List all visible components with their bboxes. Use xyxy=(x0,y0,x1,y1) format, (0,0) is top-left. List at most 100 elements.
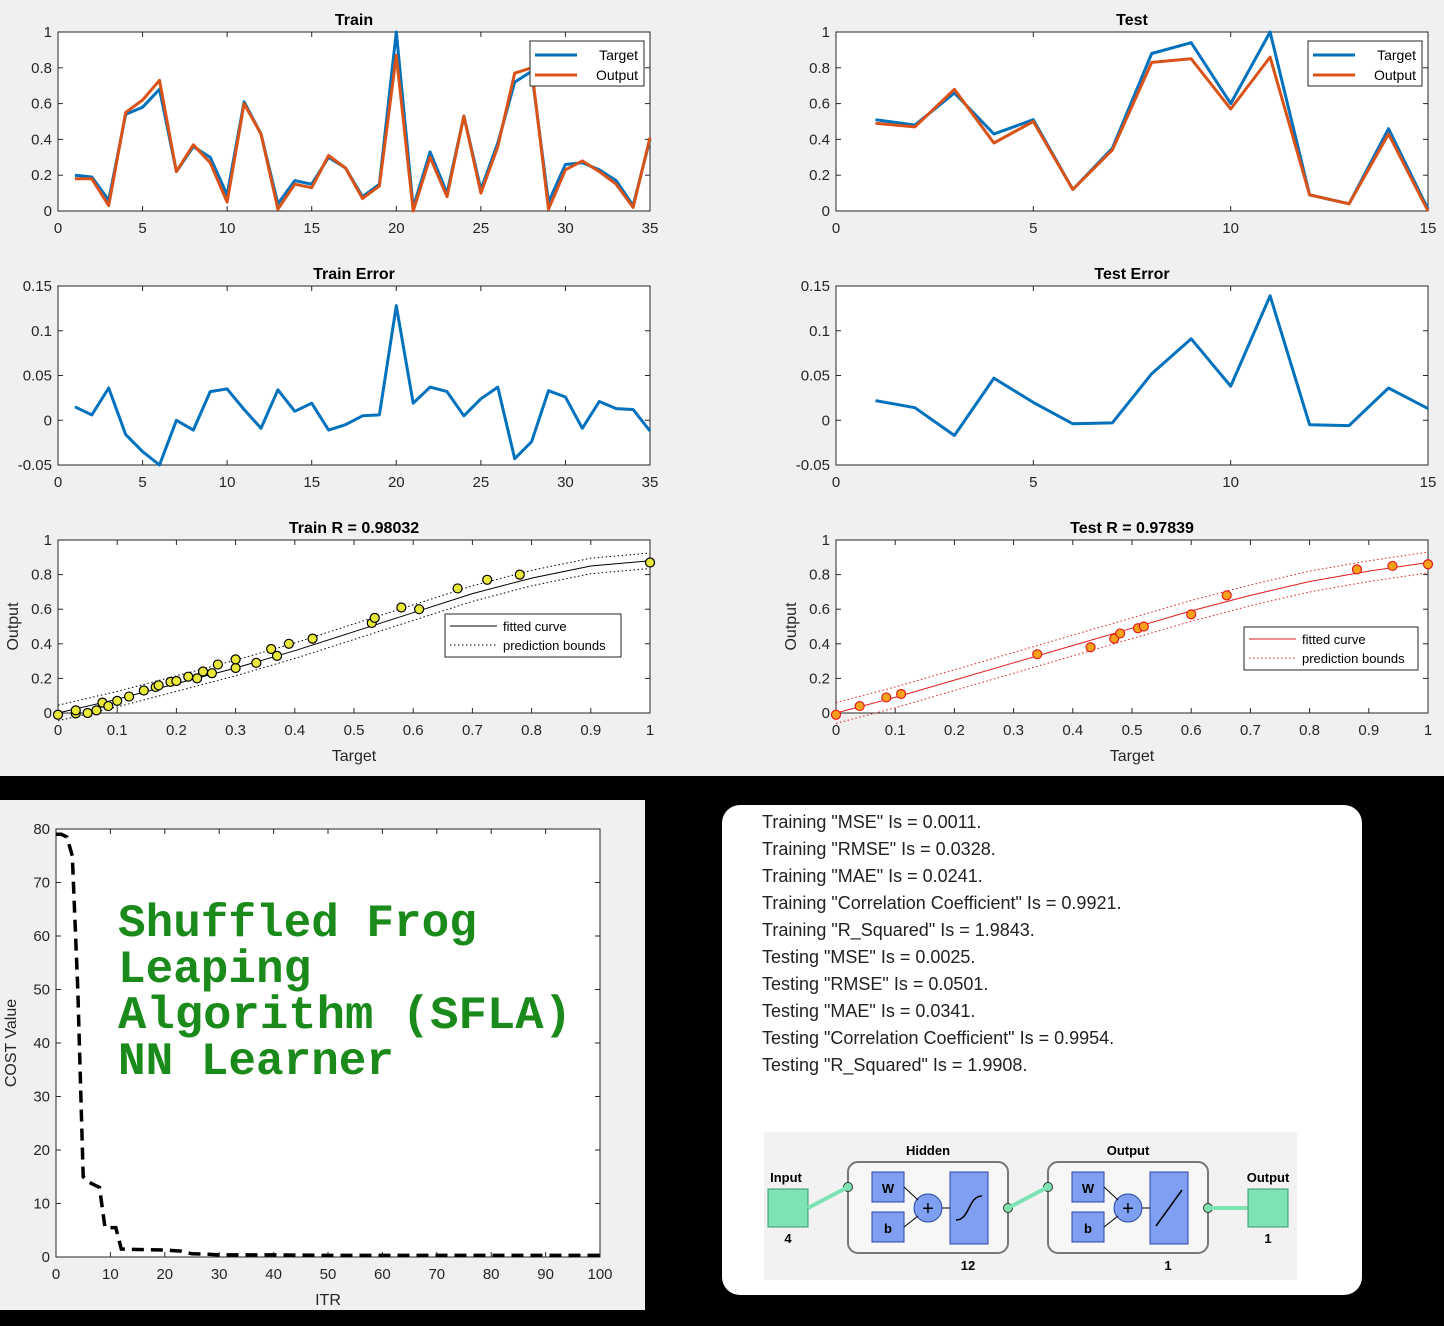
sfla-title-line: Leaping xyxy=(118,944,311,996)
train-r-data-point xyxy=(283,638,294,649)
train-error-ytick-label: 0 xyxy=(44,412,52,429)
test-error-ytick-label: 0.1 xyxy=(809,323,830,340)
train-xtick-label: 30 xyxy=(557,220,574,237)
train-r-data-point xyxy=(452,583,463,594)
train-error-title: Train Error xyxy=(313,266,395,283)
test-r-data-point xyxy=(1221,590,1232,601)
network-output-layer-label: Output xyxy=(1107,1143,1150,1158)
test-ytick-label: 0.4 xyxy=(809,131,830,148)
test-r-chart: 0 0.1 0.2 0.3 0.4 0.5 0.6 0.7 0.8 0.9 1 0 0.2 0.4 0.6 0… xyxy=(783,520,1434,765)
stats-line: Training "RMSE" Is = 0.0328. xyxy=(762,839,996,859)
cost-xlabel: ITR xyxy=(315,1292,341,1309)
train-ytick-label: 0.4 xyxy=(31,131,52,148)
stats-line: Training "MAE" Is = 0.0241. xyxy=(762,866,983,886)
train-error-series xyxy=(74,304,652,467)
train-error-xtick-label: 25 xyxy=(473,474,490,491)
cost-ytick-label: 40 xyxy=(33,1035,50,1052)
train-r-xtick-label: 0.4 xyxy=(284,722,305,739)
test-error-ytick-label: 0.05 xyxy=(801,368,830,385)
train-error-ytick-label: 0.05 xyxy=(23,368,52,385)
train-r-data-point xyxy=(183,671,194,682)
train-ytick-label: 1 xyxy=(44,24,52,41)
test-r-ytick-label: 0 xyxy=(822,705,830,722)
cost-ytick-label: 50 xyxy=(33,982,50,999)
train-r-ytick-label: 0.6 xyxy=(31,601,52,618)
test-r-data-point xyxy=(1186,609,1197,620)
train-r-data-point xyxy=(197,666,209,677)
train-error-xtick-label: 30 xyxy=(557,474,574,491)
test-r-data-point xyxy=(881,692,892,703)
train-error-xtick-label: 0 xyxy=(54,474,62,491)
train-error-ytick-label: 0.15 xyxy=(23,278,52,295)
network-hidden-w-arrow xyxy=(903,1186,919,1201)
test-error-title: Test Error xyxy=(1094,266,1169,283)
network-output-layer-weight-label: W xyxy=(1082,1181,1095,1196)
train-r-data-point xyxy=(414,604,425,615)
train-r-legend-label-fit: fitted curve xyxy=(503,619,567,634)
cost-xtick-label: 0 xyxy=(52,1266,60,1283)
cost-ylabel: COST Value xyxy=(3,999,20,1087)
train-r-xtick-label: 1 xyxy=(646,722,654,739)
test-r-xtick-label: 0.3 xyxy=(1003,722,1024,739)
network-output-size: 1 xyxy=(1264,1231,1271,1246)
test-error-xtick-label: 10 xyxy=(1222,474,1239,491)
test-r-ylabel: Output xyxy=(783,602,800,651)
test-ytick-label: 0 xyxy=(822,203,830,220)
test-ytick-label: 1 xyxy=(822,24,830,41)
network-hidden-label: Hidden xyxy=(906,1143,950,1158)
train-r-xlabel: Target xyxy=(332,748,377,765)
train-r-data-point xyxy=(171,675,182,687)
cost-xtick-label: 90 xyxy=(537,1266,554,1283)
test-r-data-point xyxy=(854,700,865,712)
cost-ytick-label: 30 xyxy=(33,1089,50,1106)
network-output-label: Output xyxy=(1247,1170,1290,1185)
train-r-data-point xyxy=(266,643,277,655)
train-xtick-label: 25 xyxy=(473,220,490,237)
test-r-xtick-label: 0.5 xyxy=(1122,722,1143,739)
network-output-layer-w-arrow xyxy=(1103,1186,1119,1201)
test-r-xtick-label: 0.4 xyxy=(1062,722,1083,739)
cost-xtick-label: 20 xyxy=(156,1266,173,1283)
train-xtick-label: 10 xyxy=(219,220,236,237)
cost-xtick-label: 50 xyxy=(320,1266,337,1283)
sfla-title-line: Shuffled Frog xyxy=(118,898,477,950)
train-r-upper-bound xyxy=(57,552,651,706)
train-xtick-label: 20 xyxy=(388,220,405,237)
test-xtick-label: 0 xyxy=(832,220,840,237)
test-r-data-point xyxy=(1032,649,1043,660)
test-r-data-point xyxy=(830,709,842,720)
cost-series xyxy=(56,832,600,1258)
network-hidden-b-arrow xyxy=(903,1215,919,1228)
cost-xtick-label: 70 xyxy=(428,1266,445,1283)
network-hidden-size: 12 xyxy=(961,1258,975,1273)
train-r-xtick-label: 0.3 xyxy=(225,722,246,739)
stats-panel: Training "MSE" Is = 0.0011. Training "RMS… xyxy=(722,805,1362,1295)
train-r-ylabel: Output xyxy=(5,602,22,651)
train-r-data-point xyxy=(112,695,123,706)
test-error-plot-area xyxy=(835,285,1429,466)
test-error-ytick-label: 0.15 xyxy=(801,278,830,295)
results-figure: 0 5 10 15 20 25 30 35 0 0.2 0.4 0.6 0.8 1 Train Target O… xyxy=(0,0,1444,776)
network-input-size: 4 xyxy=(784,1231,792,1246)
results-figure-svg: 0 5 10 15 20 25 30 3500.20.40.60.81TrainTargetO… xyxy=(5,12,1436,765)
test-r-data-point xyxy=(896,688,907,700)
test-chart: 0 5 10 15 0 0.2 0.4 0.6 0.8 1 Test Target Output xyxy=(809,12,1436,237)
train-r-xtick-label: 0.5 xyxy=(344,722,365,739)
train-r-legend-box xyxy=(444,613,622,658)
train-r-data-point xyxy=(396,602,407,613)
test-r-legend-label-bounds: prediction bounds xyxy=(1302,651,1405,666)
test-r-xtick-label: 0.8 xyxy=(1299,722,1320,739)
train-legend-label: Output xyxy=(596,67,638,83)
train-error-xtick-label: 15 xyxy=(303,474,320,491)
network-output-layer-bias-label: b xyxy=(1084,1221,1092,1236)
train-ytick-label: 0.2 xyxy=(31,167,52,184)
cost-figure-svg: 0 10 20 30 40 50 60 70 80 90 100 0 10 20 30 40 50 60 70 80 I… xyxy=(3,821,613,1309)
test-legend-box xyxy=(1307,40,1423,87)
cost-xtick-label: 100 xyxy=(587,1266,612,1283)
cost-ytick-label: 20 xyxy=(33,1142,50,1159)
train-ytick-label: 0.6 xyxy=(31,96,52,113)
test-xtick-label: 10 xyxy=(1222,220,1239,237)
test-r-ytick-label: 0.8 xyxy=(809,567,830,584)
test-r-data-point xyxy=(1422,559,1434,570)
cost-plot-area xyxy=(55,828,601,1258)
